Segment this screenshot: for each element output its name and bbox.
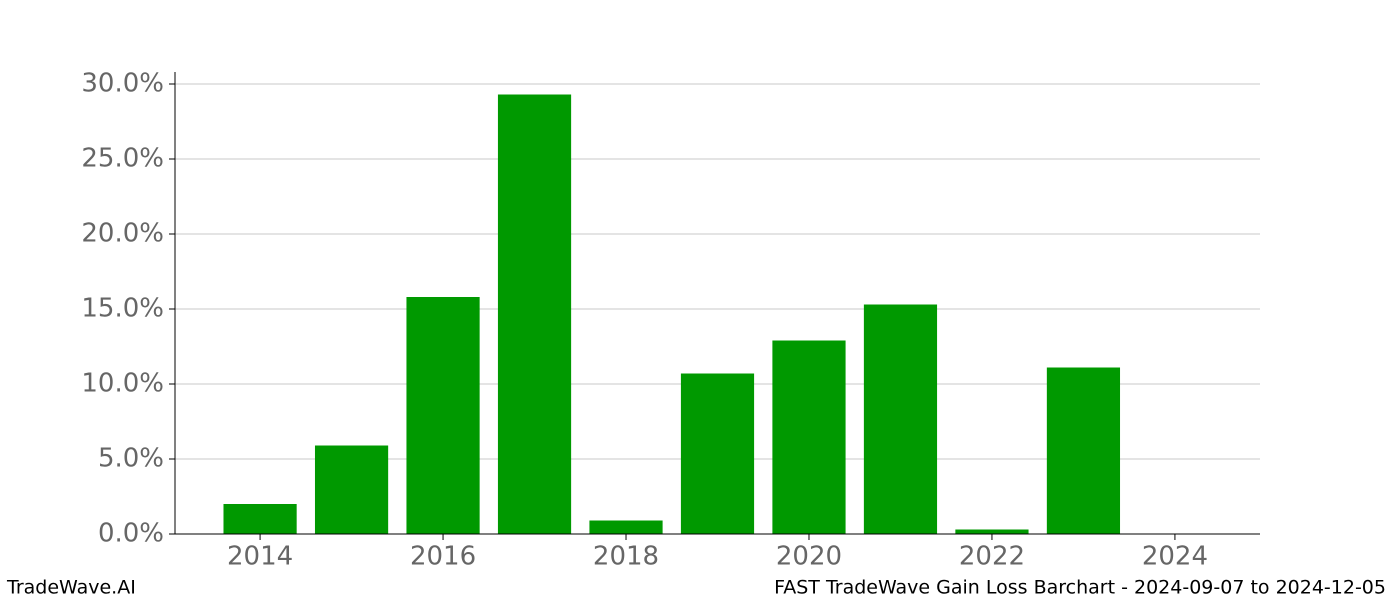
- y-tick-label: 30.0%: [81, 69, 164, 99]
- bar: [772, 340, 846, 534]
- x-tick-label: 2014: [227, 542, 293, 572]
- bar: [680, 373, 755, 534]
- bar: [223, 504, 297, 534]
- bar: [406, 297, 480, 534]
- x-tick-label: 2016: [410, 542, 476, 572]
- y-tick-label: 10.0%: [81, 369, 164, 399]
- y-tick-label: 5.0%: [98, 444, 164, 474]
- footer-left: TradeWave.AI: [6, 577, 136, 599]
- bar: [955, 529, 1029, 534]
- y-tick-label: 0.0%: [98, 519, 164, 549]
- bar: [314, 445, 389, 534]
- x-tick-label: 2020: [776, 542, 842, 572]
- footer-right: FAST TradeWave Gain Loss Barchart - 2024…: [774, 577, 1386, 599]
- y-tick-label: 20.0%: [81, 219, 164, 249]
- bar: [1046, 367, 1121, 534]
- bar: [497, 94, 572, 534]
- x-tick-label: 2022: [959, 542, 1025, 572]
- y-tick-label: 25.0%: [81, 144, 164, 174]
- y-tick-label: 15.0%: [81, 294, 164, 324]
- x-tick-label: 2018: [593, 542, 659, 572]
- x-tick-label: 2024: [1142, 542, 1208, 572]
- bar: [863, 304, 938, 534]
- bar: [589, 520, 663, 534]
